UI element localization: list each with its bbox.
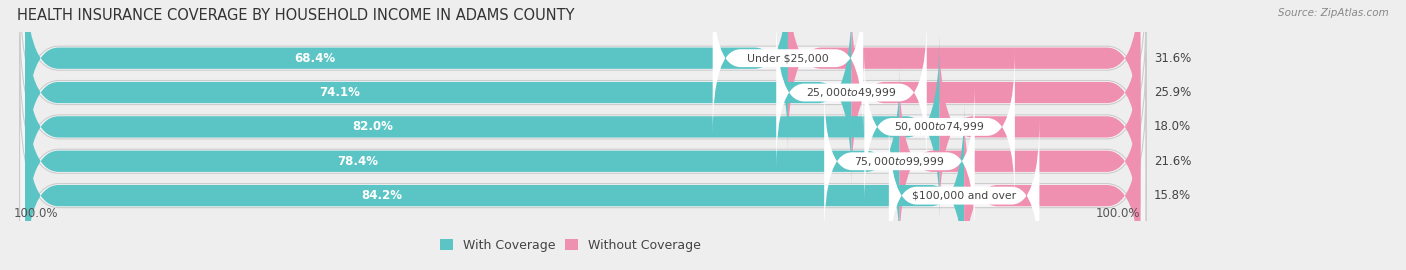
Text: $75,000 to $99,999: $75,000 to $99,999	[855, 155, 945, 168]
FancyBboxPatch shape	[787, 0, 1140, 151]
FancyBboxPatch shape	[965, 103, 1140, 270]
Text: 78.4%: 78.4%	[337, 155, 378, 168]
Text: 21.6%: 21.6%	[1154, 155, 1191, 168]
FancyBboxPatch shape	[852, 0, 1140, 185]
FancyBboxPatch shape	[713, 0, 863, 135]
Text: $100,000 and over: $100,000 and over	[912, 191, 1017, 201]
FancyBboxPatch shape	[20, 87, 1146, 270]
FancyBboxPatch shape	[25, 35, 939, 219]
FancyBboxPatch shape	[20, 19, 1146, 235]
Legend: With Coverage, Without Coverage: With Coverage, Without Coverage	[434, 234, 706, 257]
FancyBboxPatch shape	[20, 53, 1146, 269]
FancyBboxPatch shape	[889, 119, 1039, 270]
Text: 74.1%: 74.1%	[319, 86, 360, 99]
Text: $25,000 to $49,999: $25,000 to $49,999	[806, 86, 897, 99]
Text: Source: ZipAtlas.com: Source: ZipAtlas.com	[1278, 8, 1389, 18]
Text: 82.0%: 82.0%	[353, 120, 394, 133]
Text: 18.0%: 18.0%	[1154, 120, 1191, 133]
FancyBboxPatch shape	[776, 16, 927, 170]
FancyBboxPatch shape	[865, 50, 1015, 204]
FancyBboxPatch shape	[25, 103, 965, 270]
FancyBboxPatch shape	[824, 84, 974, 238]
Text: 68.4%: 68.4%	[294, 52, 336, 65]
Text: 84.2%: 84.2%	[361, 189, 402, 202]
FancyBboxPatch shape	[25, 0, 787, 151]
FancyBboxPatch shape	[20, 0, 1146, 166]
Text: $50,000 to $74,999: $50,000 to $74,999	[894, 120, 984, 133]
Text: 100.0%: 100.0%	[1095, 207, 1140, 220]
FancyBboxPatch shape	[25, 69, 900, 254]
FancyBboxPatch shape	[900, 69, 1140, 254]
Text: HEALTH INSURANCE COVERAGE BY HOUSEHOLD INCOME IN ADAMS COUNTY: HEALTH INSURANCE COVERAGE BY HOUSEHOLD I…	[17, 8, 575, 23]
Text: Under $25,000: Under $25,000	[747, 53, 828, 63]
FancyBboxPatch shape	[939, 35, 1140, 219]
Text: 25.9%: 25.9%	[1154, 86, 1191, 99]
Text: 15.8%: 15.8%	[1154, 189, 1191, 202]
FancyBboxPatch shape	[25, 0, 852, 185]
Text: 100.0%: 100.0%	[14, 207, 59, 220]
Text: 31.6%: 31.6%	[1154, 52, 1191, 65]
FancyBboxPatch shape	[20, 0, 1146, 201]
